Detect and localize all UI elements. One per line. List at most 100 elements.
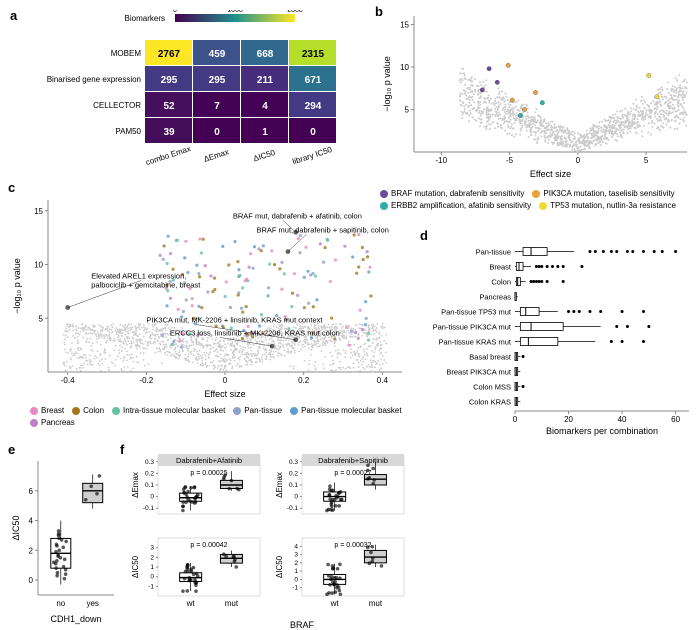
volcano-c: -0.4-0.200.20.451015Effect size−log₁₀ p … xyxy=(10,192,410,402)
svg-text:6: 6 xyxy=(29,487,34,496)
svg-text:Pan-tissue PIK3CA mut: Pan-tissue PIK3CA mut xyxy=(433,323,512,332)
svg-text:Colon MSS: Colon MSS xyxy=(473,383,511,392)
svg-text:0.2: 0.2 xyxy=(298,376,310,385)
legend-item: Pancreas xyxy=(30,417,75,429)
svg-text:-1: -1 xyxy=(292,585,298,592)
svg-text:ΔEmax: ΔEmax xyxy=(203,147,230,164)
svg-text:0: 0 xyxy=(513,415,518,424)
svg-text:4: 4 xyxy=(262,101,268,112)
svg-text:2: 2 xyxy=(150,554,154,561)
svg-text:5: 5 xyxy=(39,314,44,323)
legend-item: PIK3CA mutation, taselisib sensitivity xyxy=(532,188,674,200)
svg-text:CELLECTOR: CELLECTOR xyxy=(93,101,141,110)
svg-text:0: 0 xyxy=(214,127,220,138)
svg-text:0.1: 0.1 xyxy=(145,482,154,489)
boxplot-e: 0246noyesCDH1_downΔIC50 xyxy=(10,455,120,627)
svg-text:CDH1_down: CDH1_down xyxy=(50,614,101,624)
svg-text:295: 295 xyxy=(209,75,226,86)
svg-text:4: 4 xyxy=(294,543,298,550)
svg-text:7: 7 xyxy=(214,101,220,112)
svg-text:-1: -1 xyxy=(148,583,154,590)
svg-text:mut: mut xyxy=(369,599,383,608)
svg-text:Dabrafenib+Afatinib: Dabrafenib+Afatinib xyxy=(176,456,242,465)
svg-text:Pan-tissue: Pan-tissue xyxy=(476,248,511,257)
svg-text:2: 2 xyxy=(29,546,34,555)
svg-text:5: 5 xyxy=(644,156,649,165)
svg-text:yes: yes xyxy=(86,599,98,608)
svg-text:0.3: 0.3 xyxy=(145,459,154,466)
svg-text:1: 1 xyxy=(150,564,154,571)
svg-text:ΔEmax: ΔEmax xyxy=(131,472,140,498)
svg-text:wt: wt xyxy=(330,599,340,608)
svg-text:2: 2 xyxy=(294,560,298,567)
legend-item: Pan-tissue xyxy=(233,405,282,417)
svg-text:40: 40 xyxy=(618,415,627,424)
svg-text:Biomarkers per combination: Biomarkers per combination xyxy=(546,426,658,436)
svg-text:0: 0 xyxy=(223,376,228,385)
svg-text:0: 0 xyxy=(310,127,316,138)
svg-text:2767: 2767 xyxy=(158,49,181,60)
svg-text:Elevated AREL1 expression,: Elevated AREL1 expression, xyxy=(91,271,186,280)
svg-text:3: 3 xyxy=(150,545,154,552)
svg-text:0: 0 xyxy=(294,494,298,501)
panel-f-label: f xyxy=(120,442,124,457)
svg-text:Basal breast: Basal breast xyxy=(469,353,512,362)
svg-text:ERCC3 loss, linsitinib + MK-22: ERCC3 loss, linsitinib + MK-2206, KRAS m… xyxy=(170,328,340,337)
svg-text:0: 0 xyxy=(150,574,154,581)
svg-text:671: 671 xyxy=(305,75,322,86)
svg-text:ΔIC50: ΔIC50 xyxy=(131,555,140,578)
svg-text:MOBEM: MOBEM xyxy=(111,49,142,58)
svg-text:no: no xyxy=(56,599,65,608)
svg-text:295: 295 xyxy=(161,75,178,86)
svg-text:PAM50: PAM50 xyxy=(115,127,141,136)
svg-text:2000: 2000 xyxy=(287,10,303,14)
volcano-b: -10-50551015Effect size−log₁₀ p value xyxy=(380,10,695,182)
svg-text:Pan-tissue TP53 mut: Pan-tissue TP53 mut xyxy=(441,308,512,317)
svg-text:60: 60 xyxy=(671,415,680,424)
svg-text:Biomarkers: Biomarkers xyxy=(125,14,165,23)
svg-text:Colon KRAS: Colon KRAS xyxy=(469,398,511,407)
svg-text:459: 459 xyxy=(209,49,226,60)
svg-text:211: 211 xyxy=(257,75,274,86)
svg-text:ΔEmax: ΔEmax xyxy=(275,472,284,498)
legend-c: Breast Colon Intra-tissue molecular basket… xyxy=(30,405,422,429)
svg-text:1000: 1000 xyxy=(227,10,243,14)
legend-item: Colon xyxy=(72,405,104,417)
svg-text:Colon: Colon xyxy=(491,278,511,287)
svg-text:Breast PIK3CA mut: Breast PIK3CA mut xyxy=(446,368,512,377)
svg-text:p = 0.00042: p = 0.00042 xyxy=(190,542,227,549)
svg-text:Binarised gene expression: Binarised gene expression xyxy=(47,75,141,84)
boxplots-f: Dabrafenib+Afatinibp = 0.00025-0.100.10.… xyxy=(128,450,418,630)
heatmap-a: 010002000Biomarkers276745966823152952952… xyxy=(10,10,365,178)
svg-text:20: 20 xyxy=(564,415,573,424)
svg-text:BRAF mut, dabrafenib + afatini: BRAF mut, dabrafenib + afatinib, colon xyxy=(233,211,362,220)
legend-item: Intra-tissue molecular basket xyxy=(112,405,225,417)
svg-text:0: 0 xyxy=(576,156,581,165)
legend-item: Breast xyxy=(30,405,64,417)
svg-text:PIK3CA mut, MK-2206 + linsitin: PIK3CA mut, MK-2206 + linsitinib, KRAS m… xyxy=(146,316,323,325)
svg-text:palbociclib + gemcitabine, bre: palbociclib + gemcitabine, breast xyxy=(91,280,201,289)
svg-text:0: 0 xyxy=(150,494,154,501)
svg-text:15: 15 xyxy=(400,21,409,30)
svg-text:0.2: 0.2 xyxy=(289,470,298,477)
svg-text:0.4: 0.4 xyxy=(377,376,389,385)
legend-b: BRAF mutation, dabrafenib sensitivityPIK… xyxy=(380,188,695,212)
svg-text:10: 10 xyxy=(34,261,43,270)
svg-text:-0.4: -0.4 xyxy=(61,376,75,385)
svg-text:1: 1 xyxy=(262,127,268,138)
svg-text:0.1: 0.1 xyxy=(289,482,298,489)
legend-item: TP53 mutation, nutlin-3a resistance xyxy=(539,200,676,212)
svg-text:ΔIC50: ΔIC50 xyxy=(275,555,284,578)
svg-text:39: 39 xyxy=(163,127,175,138)
svg-text:-10: -10 xyxy=(436,156,448,165)
svg-text:mut: mut xyxy=(225,599,239,608)
svg-text:library IC50: library IC50 xyxy=(291,145,333,166)
svg-text:combo Emax: combo Emax xyxy=(145,144,192,167)
svg-text:294: 294 xyxy=(305,101,322,112)
svg-text:2315: 2315 xyxy=(302,49,325,60)
svg-text:-0.1: -0.1 xyxy=(143,505,155,512)
svg-text:−log₁₀ p value: −log₁₀ p value xyxy=(382,56,392,112)
svg-text:3: 3 xyxy=(294,552,298,559)
svg-text:Breast: Breast xyxy=(489,263,512,272)
svg-text:-0.1: -0.1 xyxy=(287,505,299,512)
